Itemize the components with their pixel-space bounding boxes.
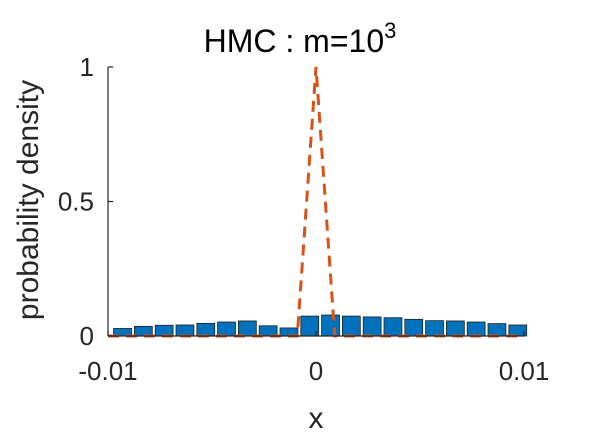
histogram-bar-14 — [383, 317, 403, 337]
y-tick-label: 1 — [80, 52, 94, 82]
y-tick-label: 0.5 — [58, 187, 94, 217]
histogram-bar-4 — [175, 324, 195, 337]
histogram-bars — [113, 314, 528, 337]
histogram-bar-15 — [404, 318, 424, 337]
histogram-bar-11 — [321, 314, 340, 337]
x-tick-label: 0.01 — [499, 356, 550, 386]
histogram-bar-5 — [196, 322, 216, 337]
chart-title-main: HMC : m=10 — [204, 23, 384, 59]
axes — [107, 66, 525, 337]
histogram-bar-12 — [342, 315, 361, 337]
histogram-bar-13 — [362, 316, 382, 337]
x-tick-label: -0.01 — [78, 356, 137, 386]
histogram-bar-18 — [466, 321, 486, 337]
histogram-bar-6 — [217, 321, 236, 337]
density-line-layer — [108, 66, 524, 338]
y-axis-label: probability density — [12, 80, 45, 320]
x-tick-label: 0 — [309, 356, 323, 386]
density-dashed-line — [108, 66, 524, 338]
histogram-bar-17 — [446, 320, 465, 337]
x-axis-label: x — [309, 402, 324, 435]
y-tick-label: 0 — [80, 321, 94, 351]
histogram-bar-7 — [238, 320, 257, 337]
chart-title-exponent: 3 — [384, 18, 396, 43]
histogram-bar-19 — [487, 323, 507, 337]
histogram-bar-16 — [425, 320, 444, 337]
histogram-bar-3 — [154, 324, 174, 337]
histogram-bar-8 — [258, 325, 278, 337]
tick-labels: -0.01 0 0.01 0 0.5 1 — [58, 52, 549, 386]
chart-title: HMC : m=103 — [204, 18, 397, 59]
